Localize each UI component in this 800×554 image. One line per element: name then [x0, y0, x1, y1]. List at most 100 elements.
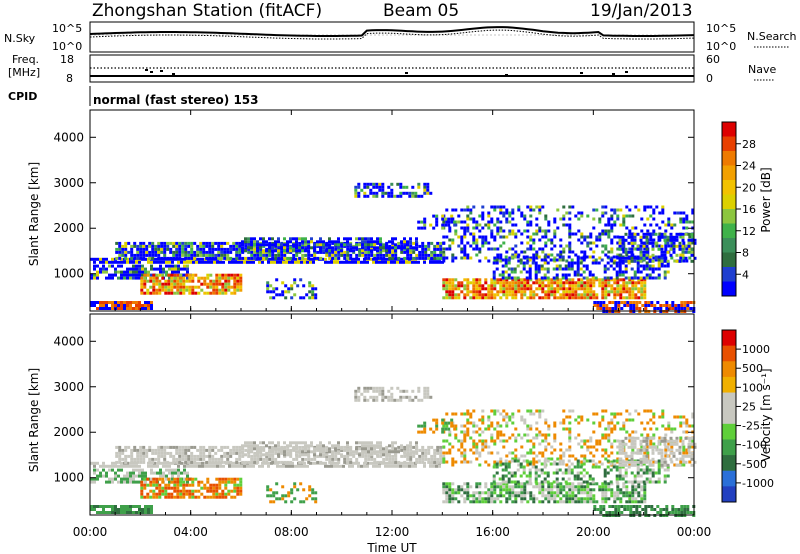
velocity-cell — [550, 457, 554, 461]
power-cell — [391, 237, 394, 241]
velocity-cell — [415, 450, 418, 454]
power-cell — [685, 217, 689, 221]
power-cell — [571, 205, 575, 209]
power-cell — [284, 296, 288, 300]
velocity-cell — [187, 460, 191, 464]
power-cell — [140, 291, 144, 295]
power-cell — [418, 250, 422, 254]
power-cell — [217, 244, 221, 248]
velocity-cell — [622, 427, 626, 431]
velocity-cell — [547, 457, 551, 461]
velocity-cell — [646, 409, 650, 413]
velocity-cell — [682, 415, 686, 419]
power-cell — [121, 247, 125, 251]
velocity-cell — [607, 433, 611, 437]
velocity-cell — [451, 494, 455, 498]
velocity-cell — [160, 451, 164, 455]
power-cell — [523, 217, 527, 221]
power-cell — [90, 273, 93, 277]
velocity-cell — [583, 488, 587, 492]
velocity-cell — [463, 500, 467, 504]
power-cell — [415, 256, 419, 260]
velocity-cell — [577, 491, 581, 495]
velocity-cell — [123, 511, 126, 514]
power-cell — [601, 290, 605, 294]
power-cell — [628, 281, 632, 285]
power-cell — [613, 293, 617, 297]
power-cell — [153, 267, 156, 271]
power-cell — [448, 229, 452, 233]
power-cell — [205, 256, 209, 260]
velocity-cell — [138, 474, 141, 478]
power-cell — [580, 211, 584, 215]
power-cell — [406, 240, 409, 244]
velocity-cell — [565, 485, 569, 489]
velocity-cell — [421, 448, 425, 452]
power-cell — [202, 241, 206, 245]
power-cell — [660, 250, 664, 254]
power-cell — [236, 279, 240, 283]
velocity-cell — [580, 460, 584, 464]
velocity-cell — [184, 460, 188, 464]
power-cell — [442, 281, 446, 285]
velocity-cell — [393, 464, 396, 468]
power-cell — [634, 205, 638, 209]
power-cell — [381, 182, 385, 186]
velocity-cell — [373, 457, 377, 461]
velocity-cell — [514, 482, 518, 486]
power-cell — [508, 293, 512, 297]
power-cell — [133, 253, 137, 257]
power-cell — [599, 307, 603, 310]
velocity-cell — [358, 454, 362, 458]
power-cell — [659, 304, 663, 307]
power-cell — [633, 256, 637, 260]
power-cell — [516, 276, 520, 280]
power-cell — [693, 241, 697, 245]
power-cell — [526, 235, 530, 239]
power-cell — [108, 307, 111, 310]
velocity-cell — [271, 457, 275, 461]
power-cell — [202, 253, 206, 257]
power-cell — [132, 276, 135, 280]
velocity-cell — [327, 464, 330, 468]
power-cell — [203, 276, 207, 280]
velocity-cell — [520, 485, 524, 489]
power-cell — [681, 244, 685, 248]
power-cell — [214, 253, 218, 257]
power-cell — [592, 259, 596, 263]
velocity-cell — [514, 491, 518, 495]
power-cell — [123, 276, 126, 280]
colorbar-swatch — [722, 180, 736, 195]
velocity-cell — [381, 389, 385, 393]
velocity-cell — [604, 451, 608, 455]
power-cell — [141, 304, 144, 307]
velocity-cell — [439, 451, 443, 455]
velocity-cell — [151, 457, 155, 461]
power-cell — [511, 284, 515, 288]
power-cell — [221, 288, 225, 292]
velocity-cell — [283, 447, 286, 451]
power-cell — [280, 256, 284, 260]
power-cell — [555, 273, 559, 277]
power-cell — [616, 247, 620, 251]
power-cell — [238, 256, 242, 260]
power-cell — [505, 217, 509, 221]
velocity-cell — [218, 495, 222, 499]
power-cell — [99, 267, 102, 271]
power-cell — [565, 259, 569, 263]
power-cell — [328, 256, 332, 260]
velocity-cell — [102, 464, 105, 468]
velocity-cell — [649, 427, 653, 431]
velocity-cell — [493, 491, 497, 495]
velocity-cell — [487, 418, 491, 422]
power-cell — [568, 284, 572, 288]
power-cell — [586, 284, 590, 288]
velocity-cell — [253, 444, 256, 448]
power-cell — [618, 259, 622, 263]
velocity-cell — [319, 453, 322, 457]
power-cell — [685, 214, 689, 218]
power-cell — [346, 247, 350, 251]
velocity-cell — [233, 489, 237, 493]
power-cell — [538, 281, 542, 285]
velocity-cell — [391, 457, 395, 461]
